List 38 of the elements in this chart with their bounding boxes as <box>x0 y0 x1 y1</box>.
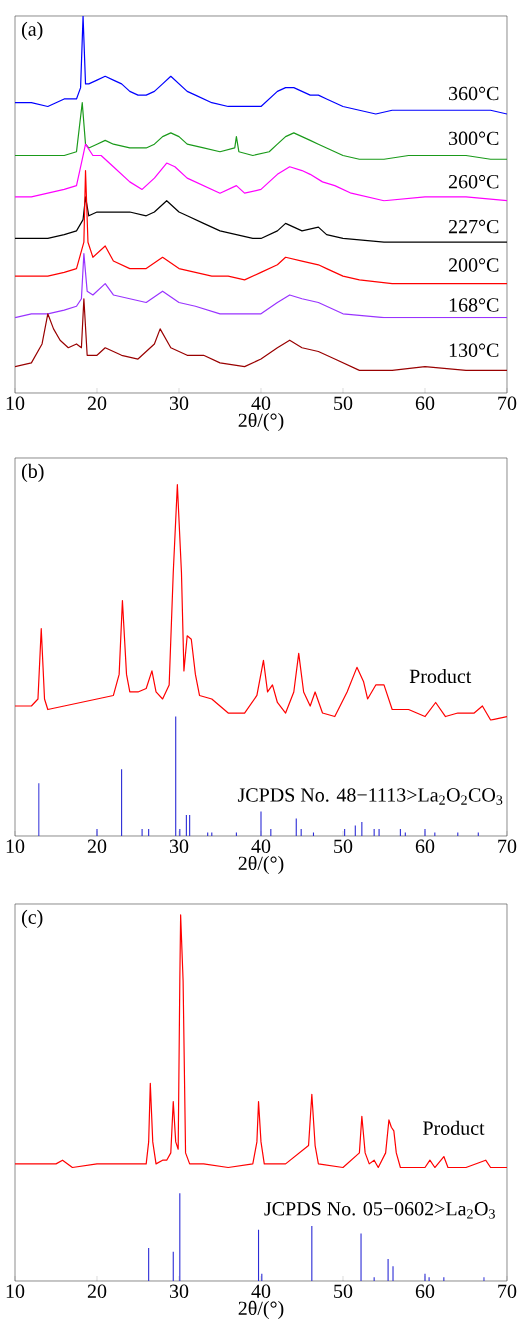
x-axis-title: 2θ/(°) <box>238 412 284 432</box>
x-tick-label: 20 <box>87 1284 107 1299</box>
x-tick-label: 30 <box>169 839 189 854</box>
x-tick-label: 20 <box>87 839 107 854</box>
series-label: 168°C <box>449 298 499 312</box>
x-tick-label: 50 <box>334 1284 353 1299</box>
x-tick-label: 10 <box>6 839 25 854</box>
series-label: JCPDS No. 05−0602>La$_{2}$O$_{3}$ <box>264 1202 495 1219</box>
x-tick-label: 60 <box>415 839 435 854</box>
x-tick-label: 70 <box>498 396 517 411</box>
x-tick-label: 50 <box>334 396 353 411</box>
x-tick-label: 60 <box>415 396 435 411</box>
x-tick-label: 10 <box>6 1284 25 1299</box>
x-tick-label: 60 <box>415 1284 435 1299</box>
x-tick-label: 70 <box>498 839 517 854</box>
series-label: 130°C <box>449 343 499 357</box>
series-label: 260°C <box>448 174 499 189</box>
series-label: 227°C <box>448 219 499 234</box>
series-label: 360°C <box>448 86 499 101</box>
x-tick-label: 30 <box>169 1284 189 1299</box>
chart-title: (b) <box>21 463 44 482</box>
x-tick-label: 40 <box>251 1284 271 1299</box>
x-tick-label: 10 <box>6 396 25 411</box>
chart-title: (c) <box>21 909 43 928</box>
series-label: 300°C <box>448 131 499 146</box>
x-tick-label: 40 <box>251 396 271 411</box>
x-tick-label: 50 <box>334 839 353 854</box>
chart-title: (a) <box>21 21 43 40</box>
series-label: 200°C <box>448 258 499 272</box>
x-tick-label: 70 <box>498 1284 517 1299</box>
series-label: JCPDS No. 48−1113>La$_{2}$O$_{2}$CO$_{3}$ <box>237 788 503 805</box>
x-tick-label: 20 <box>87 396 107 411</box>
x-tick-label: 40 <box>251 839 271 854</box>
x-tick-label: 30 <box>169 396 189 411</box>
x-axis-title: 2θ/(°) <box>238 1300 284 1320</box>
series-label: Product <box>422 1120 485 1135</box>
x-axis-title: 2θ/(°) <box>238 855 284 875</box>
series-label: Product <box>409 669 472 684</box>
